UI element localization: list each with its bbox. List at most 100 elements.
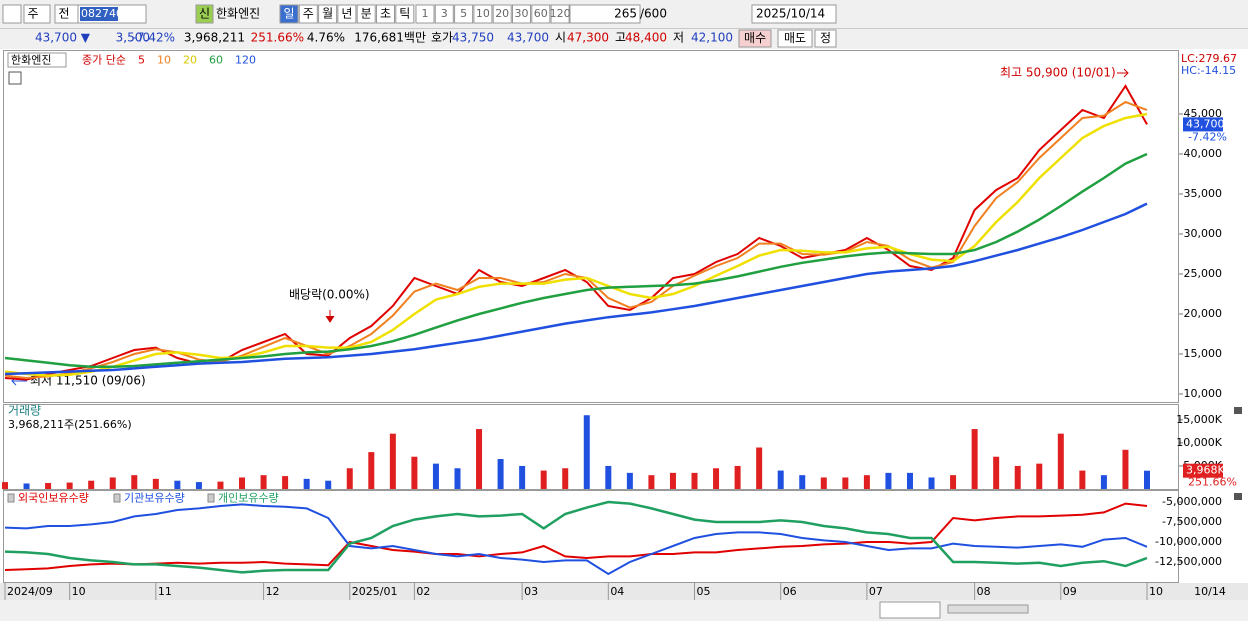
volume-bar xyxy=(885,472,892,489)
interval-button-label[interactable]: 20 xyxy=(495,7,509,20)
period-button[interactable] xyxy=(318,4,338,24)
quote-buy[interactable]: 매수 xyxy=(744,31,766,45)
x-tick-label: 2024/09 xyxy=(7,585,53,598)
dividend-arrow xyxy=(325,310,335,323)
x-axis-bg xyxy=(0,583,1248,600)
period-button[interactable] xyxy=(298,4,318,24)
period-button[interactable] xyxy=(337,4,357,24)
volume-bar xyxy=(1144,470,1150,489)
volume-bar xyxy=(1057,433,1064,489)
table-icon[interactable] xyxy=(8,71,22,85)
legend-swatch xyxy=(207,493,215,503)
volume-bar xyxy=(1079,470,1086,489)
x-tick-label: 09 xyxy=(1063,585,1077,598)
last-price-tag xyxy=(1183,117,1223,132)
high-annotation: 최고 50,900 (10/01) xyxy=(1000,66,1116,80)
interval-button[interactable] xyxy=(512,4,531,24)
volume-bar xyxy=(497,459,504,489)
volume-bar xyxy=(648,475,655,489)
interval-button[interactable] xyxy=(550,4,570,24)
x-end-label: 10/14 xyxy=(1194,585,1226,598)
period-button-label[interactable]: 일 xyxy=(283,7,294,21)
series-line xyxy=(4,503,1148,576)
interval-button-label[interactable]: 10 xyxy=(476,7,490,20)
interval-button-label[interactable]: 1 xyxy=(422,7,429,20)
volume-bar xyxy=(368,452,375,489)
quote-ask: 43,750 xyxy=(452,31,494,45)
price-panel-name: 한화엔진 xyxy=(11,54,51,67)
period-button-label[interactable]: 년 xyxy=(341,7,352,21)
volume-bar xyxy=(174,480,181,489)
period-button[interactable] xyxy=(395,4,415,24)
y-tick-label: 35,000 xyxy=(1184,187,1223,200)
date-input[interactable] xyxy=(751,4,837,24)
quote-button[interactable] xyxy=(777,29,813,48)
period-button-label[interactable]: 초 xyxy=(380,7,391,21)
volume-bar xyxy=(195,482,202,489)
interval-button-label[interactable]: 60 xyxy=(534,7,548,20)
interval-button[interactable] xyxy=(531,4,551,24)
panel-close[interactable] xyxy=(1234,493,1242,500)
series-line xyxy=(4,500,1148,574)
last-volume-label: 3,968K xyxy=(1186,464,1225,477)
quote-open: 47,300 xyxy=(567,31,609,45)
scroll-buttons[interactable] xyxy=(879,601,941,619)
panel-close[interactable] xyxy=(1234,407,1242,414)
max-count: /600 xyxy=(640,7,667,21)
count-input[interactable] xyxy=(569,4,641,24)
quote-button[interactable] xyxy=(814,29,837,48)
dividend-annotation: 배당락(0.00%) xyxy=(289,288,370,302)
quote-sell[interactable]: 매도 xyxy=(784,31,806,45)
interval-button-label[interactable]: 120 xyxy=(550,7,571,20)
count[interactable]: 265 xyxy=(614,7,637,21)
volume-bar xyxy=(476,429,483,489)
interval-button[interactable] xyxy=(434,4,454,24)
period-button[interactable] xyxy=(376,4,395,24)
volume-bar xyxy=(88,480,95,489)
zoom-slider[interactable] xyxy=(947,604,1029,614)
x-tick-label: 2025/01 xyxy=(352,585,398,598)
volume-bar xyxy=(217,481,224,489)
interval-button-label[interactable]: 5 xyxy=(460,7,467,20)
badge[interactable] xyxy=(195,4,214,24)
chart-type-button[interactable] xyxy=(2,4,22,24)
interval-button-label[interactable]: 30 xyxy=(515,7,529,20)
date[interactable]: 2025/10/14 xyxy=(756,7,825,21)
interval-button-label[interactable]: 3 xyxy=(441,7,448,20)
y-tick-label: 30,000 xyxy=(1184,227,1223,240)
quote-button[interactable] xyxy=(738,29,772,48)
volume-bar xyxy=(454,468,461,489)
legend-entry: 5 xyxy=(138,54,145,67)
quote-correct[interactable]: 정 xyxy=(820,31,831,45)
period-button-label[interactable]: 틱 xyxy=(399,7,410,21)
y-tick-label: 40,000 xyxy=(1184,147,1223,160)
x-tick-label: 07 xyxy=(869,585,883,598)
legend-entry: 외국인보유수량 xyxy=(18,492,89,505)
toolbar-button[interactable] xyxy=(23,4,51,24)
price-panel xyxy=(3,50,1179,403)
y-tick-label: 15,000 xyxy=(1184,347,1223,360)
legend-entry: 개인보유수량 xyxy=(218,492,279,505)
period-button[interactable] xyxy=(356,4,376,24)
toolbar-button-label[interactable]: 주 xyxy=(27,7,38,21)
period-button[interactable] xyxy=(279,4,299,24)
stock-code[interactable]: 082740 xyxy=(81,7,123,20)
stock-name[interactable]: 한화엔진 xyxy=(216,7,260,21)
period-button-label[interactable]: 주 xyxy=(303,7,314,21)
volume-bar xyxy=(45,483,52,489)
y-tick-label: 45,000 xyxy=(1184,107,1223,120)
interval-button[interactable] xyxy=(492,4,512,24)
badge-label[interactable]: 신 xyxy=(199,7,210,21)
interval-button[interactable] xyxy=(415,4,435,24)
legend-entry: 60 xyxy=(209,54,223,67)
quote-low-label: 저 xyxy=(673,31,684,45)
interval-button[interactable] xyxy=(473,4,493,24)
volume-bar xyxy=(842,477,849,489)
period-button-label[interactable]: 월 xyxy=(322,7,333,21)
period-button-label[interactable]: 분 xyxy=(361,7,372,21)
volume-bar xyxy=(928,477,935,489)
interval-button[interactable] xyxy=(454,4,474,24)
scroll-bar xyxy=(0,600,1248,621)
low-annotation: 최저 11,510 (09/06) xyxy=(30,374,146,388)
toolbar-button-label[interactable]: 전 xyxy=(58,7,69,21)
